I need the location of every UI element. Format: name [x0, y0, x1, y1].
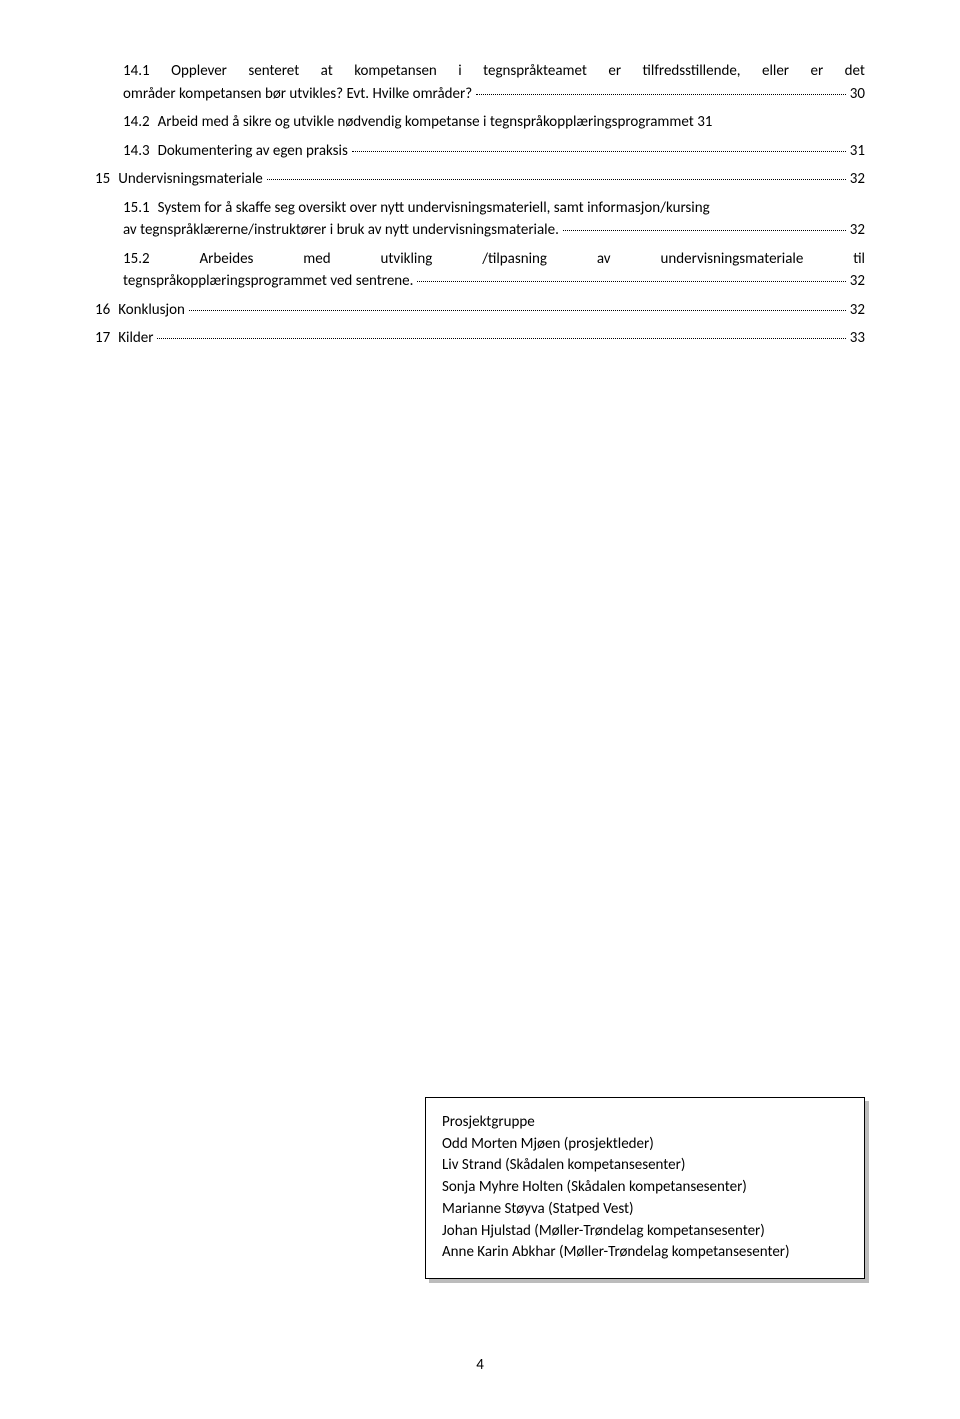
toc-page: 32 — [850, 219, 865, 242]
toc-leader — [267, 179, 846, 180]
toc-entry: 16 Konklusjon 32 — [95, 299, 865, 322]
box-line: Odd Morten Mjøen (prosjektleder) — [442, 1134, 848, 1156]
toc-number: 17 — [95, 327, 110, 350]
toc-number: 15 — [95, 168, 110, 191]
box-line: Anne Karin Abkhar (Møller-Trøndelag komp… — [442, 1242, 848, 1264]
toc-number: 15.2 — [123, 248, 150, 271]
toc-text: Dokumentering av egen praksis — [158, 140, 348, 163]
toc-leader — [352, 151, 846, 152]
box-line: Marianne Støyva (Statped Vest) — [442, 1199, 848, 1221]
toc-entry: 14.2 Arbeid med å sikre og utvikle nødven… — [95, 111, 865, 134]
project-group-box-wrapper: Prosjektgruppe Odd Morten Mjøen (prosjek… — [425, 1097, 865, 1279]
toc-page: 31 — [850, 140, 865, 163]
toc-text: Konklusjon — [118, 299, 185, 322]
toc-leader — [563, 230, 846, 231]
toc-text: System for å skaffe seg oversikt over ny… — [158, 197, 710, 220]
box-line: Liv Strand (Skådalen kompetansesenter) — [442, 1155, 848, 1177]
box-title: Prosjektgruppe — [442, 1112, 848, 1134]
toc-text: Undervisningsmateriale — [118, 168, 263, 191]
toc-text: Arbeid med å sikre og utvikle nødvendig … — [158, 111, 713, 134]
toc-number: 14.3 — [123, 140, 150, 163]
toc-leader — [157, 338, 845, 339]
toc-page: 32 — [850, 299, 865, 322]
box-line: Sonja Myhre Holten (Skådalen kompetanses… — [442, 1177, 848, 1199]
page-number: 4 — [0, 1356, 960, 1374]
toc-number: 14.1 — [123, 60, 150, 83]
toc-text: områder kompetansen bør utvikles? Evt. H… — [123, 83, 472, 106]
toc-leader — [417, 281, 845, 282]
toc-text: av tegnspråklærerne/instruktører i bruk … — [123, 219, 559, 242]
toc-text: tegnspråkopplæringsprogrammet ved sentre… — [123, 270, 413, 293]
toc-page: 30 — [850, 83, 865, 106]
toc-leader — [189, 310, 846, 311]
toc-entry: 15.2Arbeidesmedutvikling/tilpasningavund… — [95, 248, 865, 293]
toc-entry: 14.1Oppleversenteretatkompetansenitegnsp… — [95, 60, 865, 105]
toc-page: 33 — [850, 327, 865, 350]
box-lines: Odd Morten Mjøen (prosjektleder)Liv Stra… — [442, 1134, 848, 1265]
toc-number: 15.1 — [123, 197, 150, 220]
table-of-contents: 14.1Oppleversenteretatkompetansenitegnsp… — [95, 60, 865, 350]
toc-text: Kilder — [118, 327, 153, 350]
toc-number: 14.2 — [123, 111, 150, 134]
toc-leader — [476, 94, 846, 95]
toc-page: 32 — [850, 270, 865, 293]
toc-entry: 15.1 System for å skaffe seg oversikt ove… — [95, 197, 865, 242]
toc-entry: 15 Undervisningsmateriale 32 — [95, 168, 865, 191]
project-group-box: Prosjektgruppe Odd Morten Mjøen (prosjek… — [425, 1097, 865, 1279]
toc-entry: 17 Kilder 33 — [95, 327, 865, 350]
toc-page: 32 — [850, 168, 865, 191]
box-line: Johan Hjulstad (Møller-Trøndelag kompeta… — [442, 1221, 848, 1243]
toc-number: 16 — [95, 299, 110, 322]
toc-entry: 14.3 Dokumentering av egen praksis 31 — [95, 140, 865, 163]
